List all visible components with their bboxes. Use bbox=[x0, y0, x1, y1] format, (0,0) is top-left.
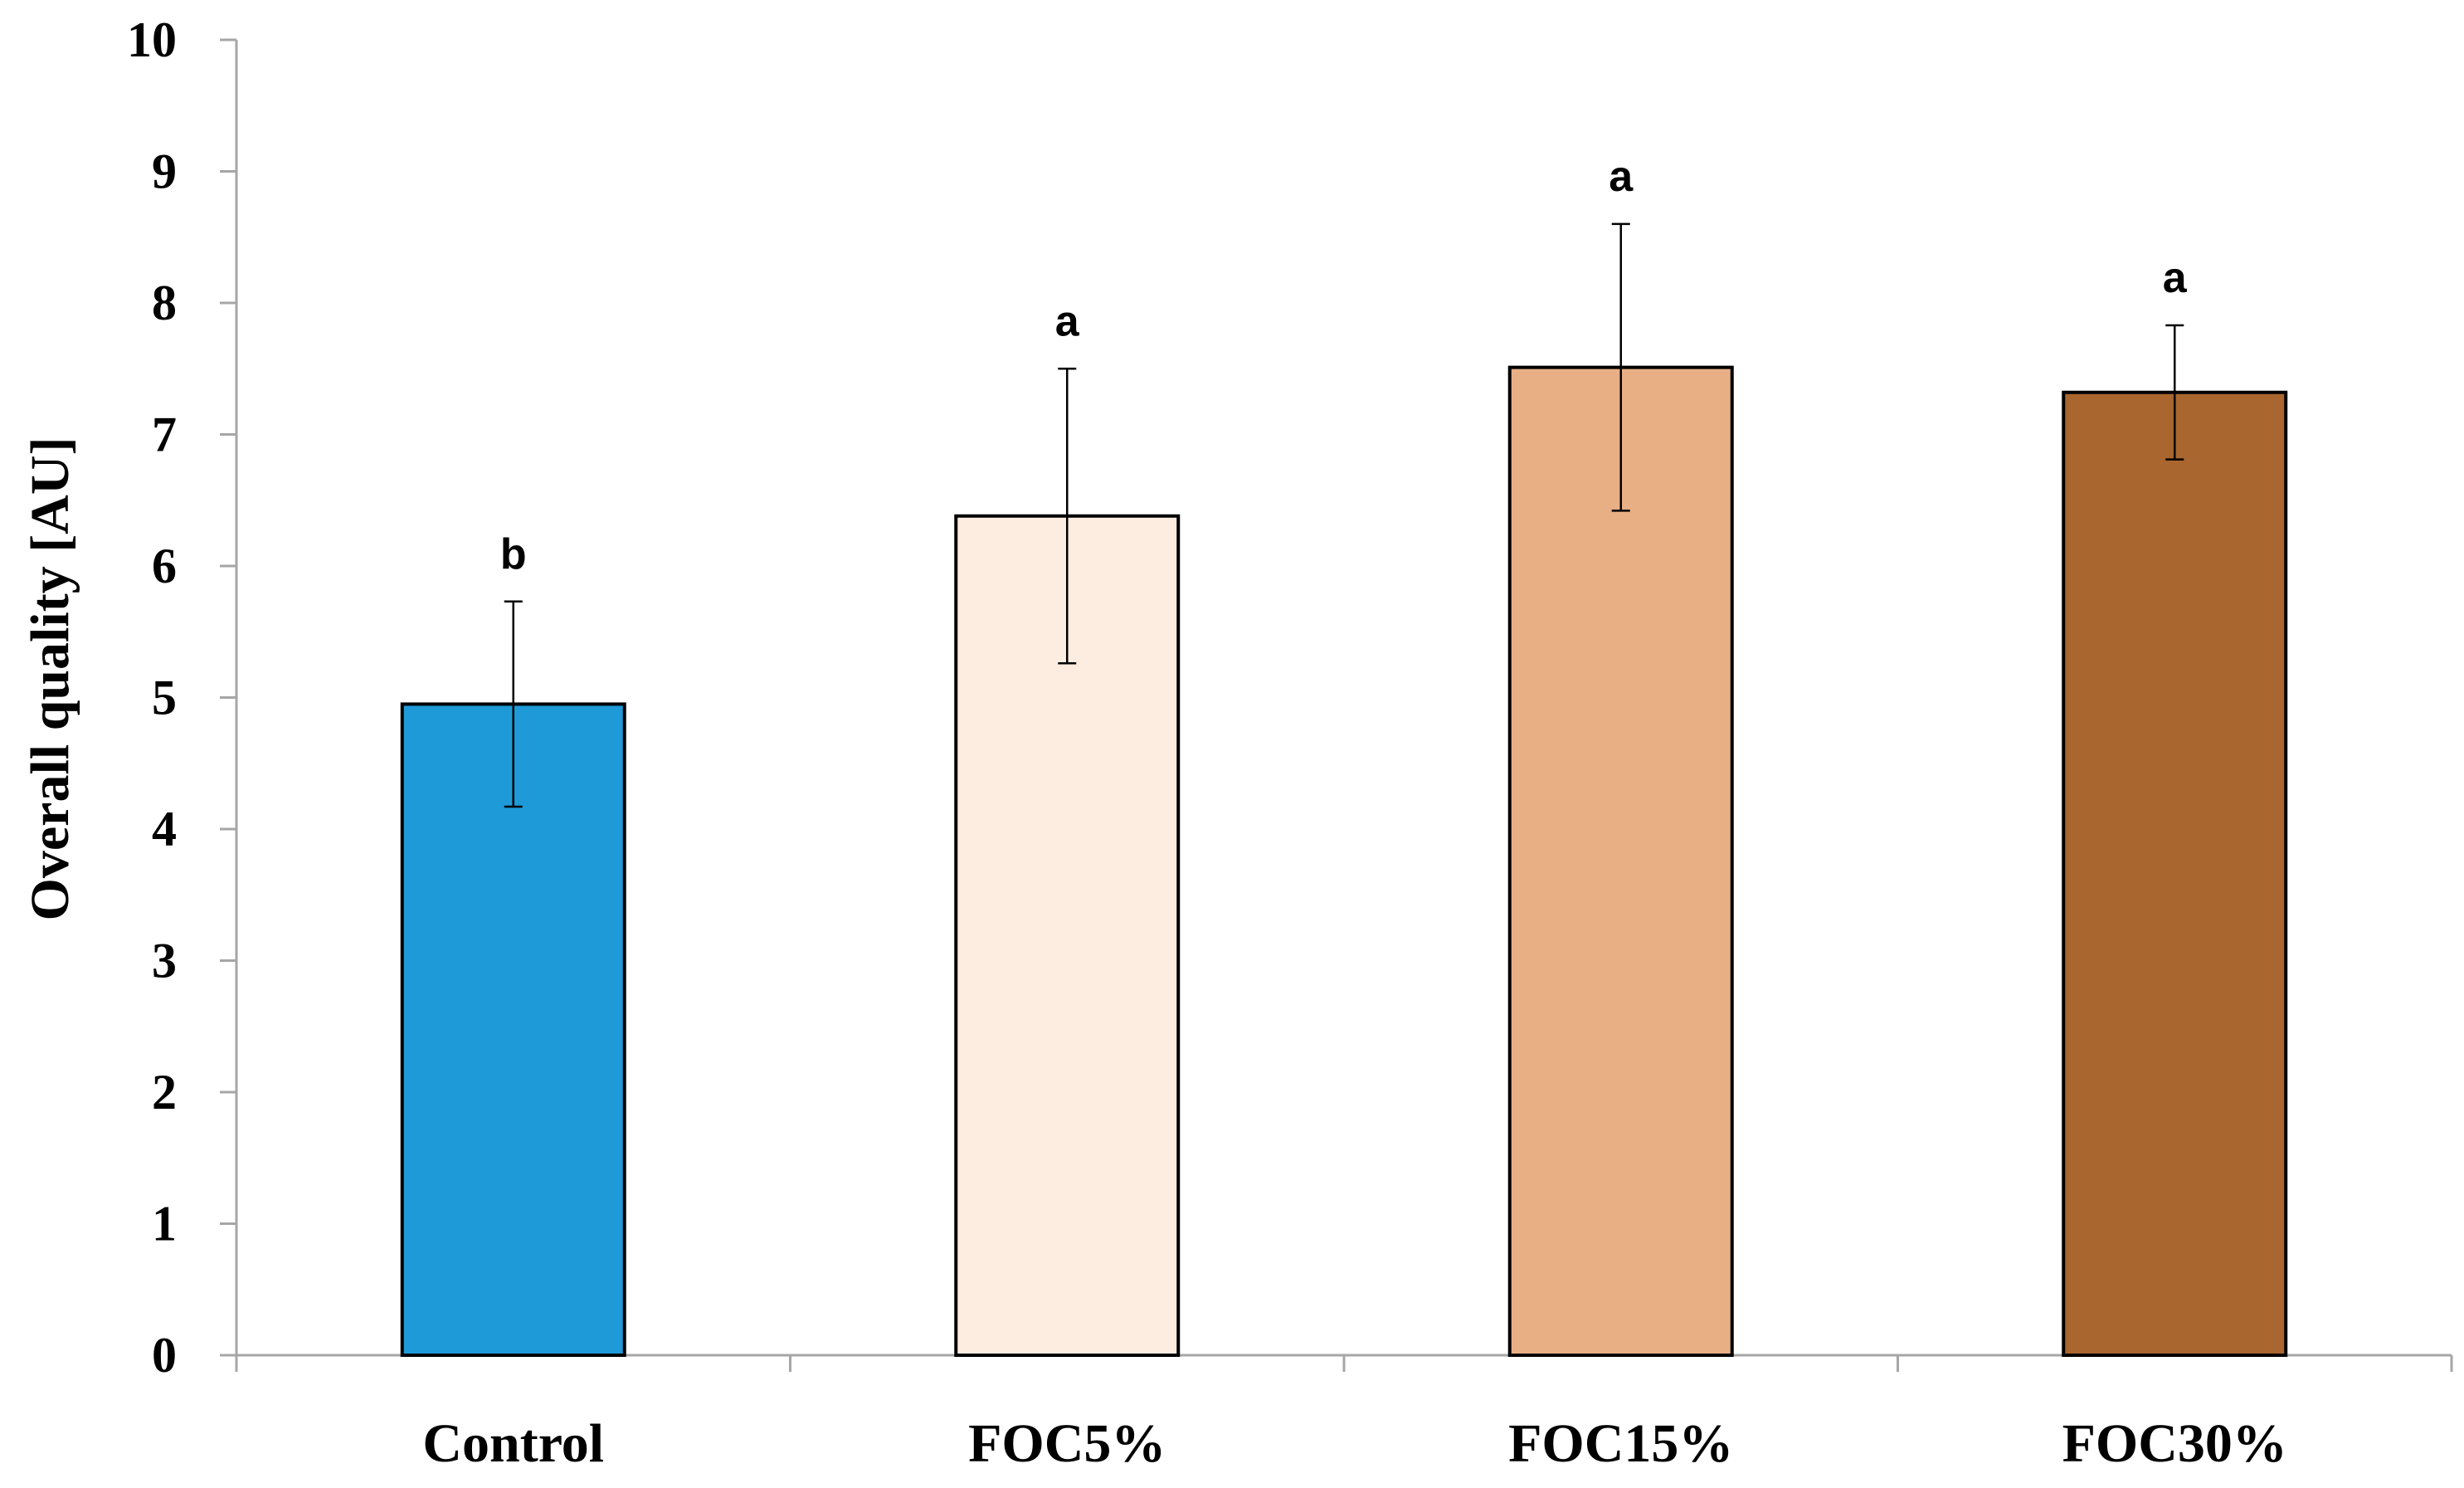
bar-foc15-pct bbox=[1507, 365, 1734, 1357]
bar-foc30-pct bbox=[2062, 390, 2288, 1357]
x-category-label: FOC30% bbox=[2062, 1413, 2287, 1474]
y-tick-label: 4 bbox=[152, 802, 177, 856]
y-tick-label: 5 bbox=[152, 671, 177, 725]
y-tick-label: 6 bbox=[152, 539, 177, 593]
y-tick-label: 2 bbox=[152, 1065, 177, 1120]
y-tick-label: 1 bbox=[152, 1197, 177, 1251]
significance-label: b bbox=[500, 530, 527, 578]
x-category-label: FOC5% bbox=[968, 1413, 1166, 1474]
y-tick-label: 3 bbox=[152, 934, 177, 988]
significance-label: a bbox=[2163, 254, 2188, 302]
labels: b Control a FOC5% a FOC15% a FOC30% bbox=[422, 153, 2287, 1474]
bars bbox=[400, 365, 2288, 1357]
y-tick-label: 9 bbox=[152, 144, 177, 199]
x-axis bbox=[235, 1354, 2453, 1372]
error-bars bbox=[504, 222, 2184, 808]
y-axis: 0 1 2 3 4 5 6 7 8 9 10 bbox=[127, 12, 238, 1383]
y-tick-label: 0 bbox=[152, 1328, 177, 1383]
significance-label: a bbox=[1609, 153, 1634, 201]
x-category-label: FOC15% bbox=[1508, 1413, 1733, 1474]
y-tick-label: 7 bbox=[152, 407, 177, 462]
y-tick-label: 10 bbox=[127, 12, 177, 67]
y-axis-title: Overall quality [AU] bbox=[20, 437, 80, 921]
significance-label: a bbox=[1055, 297, 1080, 345]
y-tick-label: 8 bbox=[152, 276, 177, 330]
x-category-label: Control bbox=[422, 1413, 604, 1474]
